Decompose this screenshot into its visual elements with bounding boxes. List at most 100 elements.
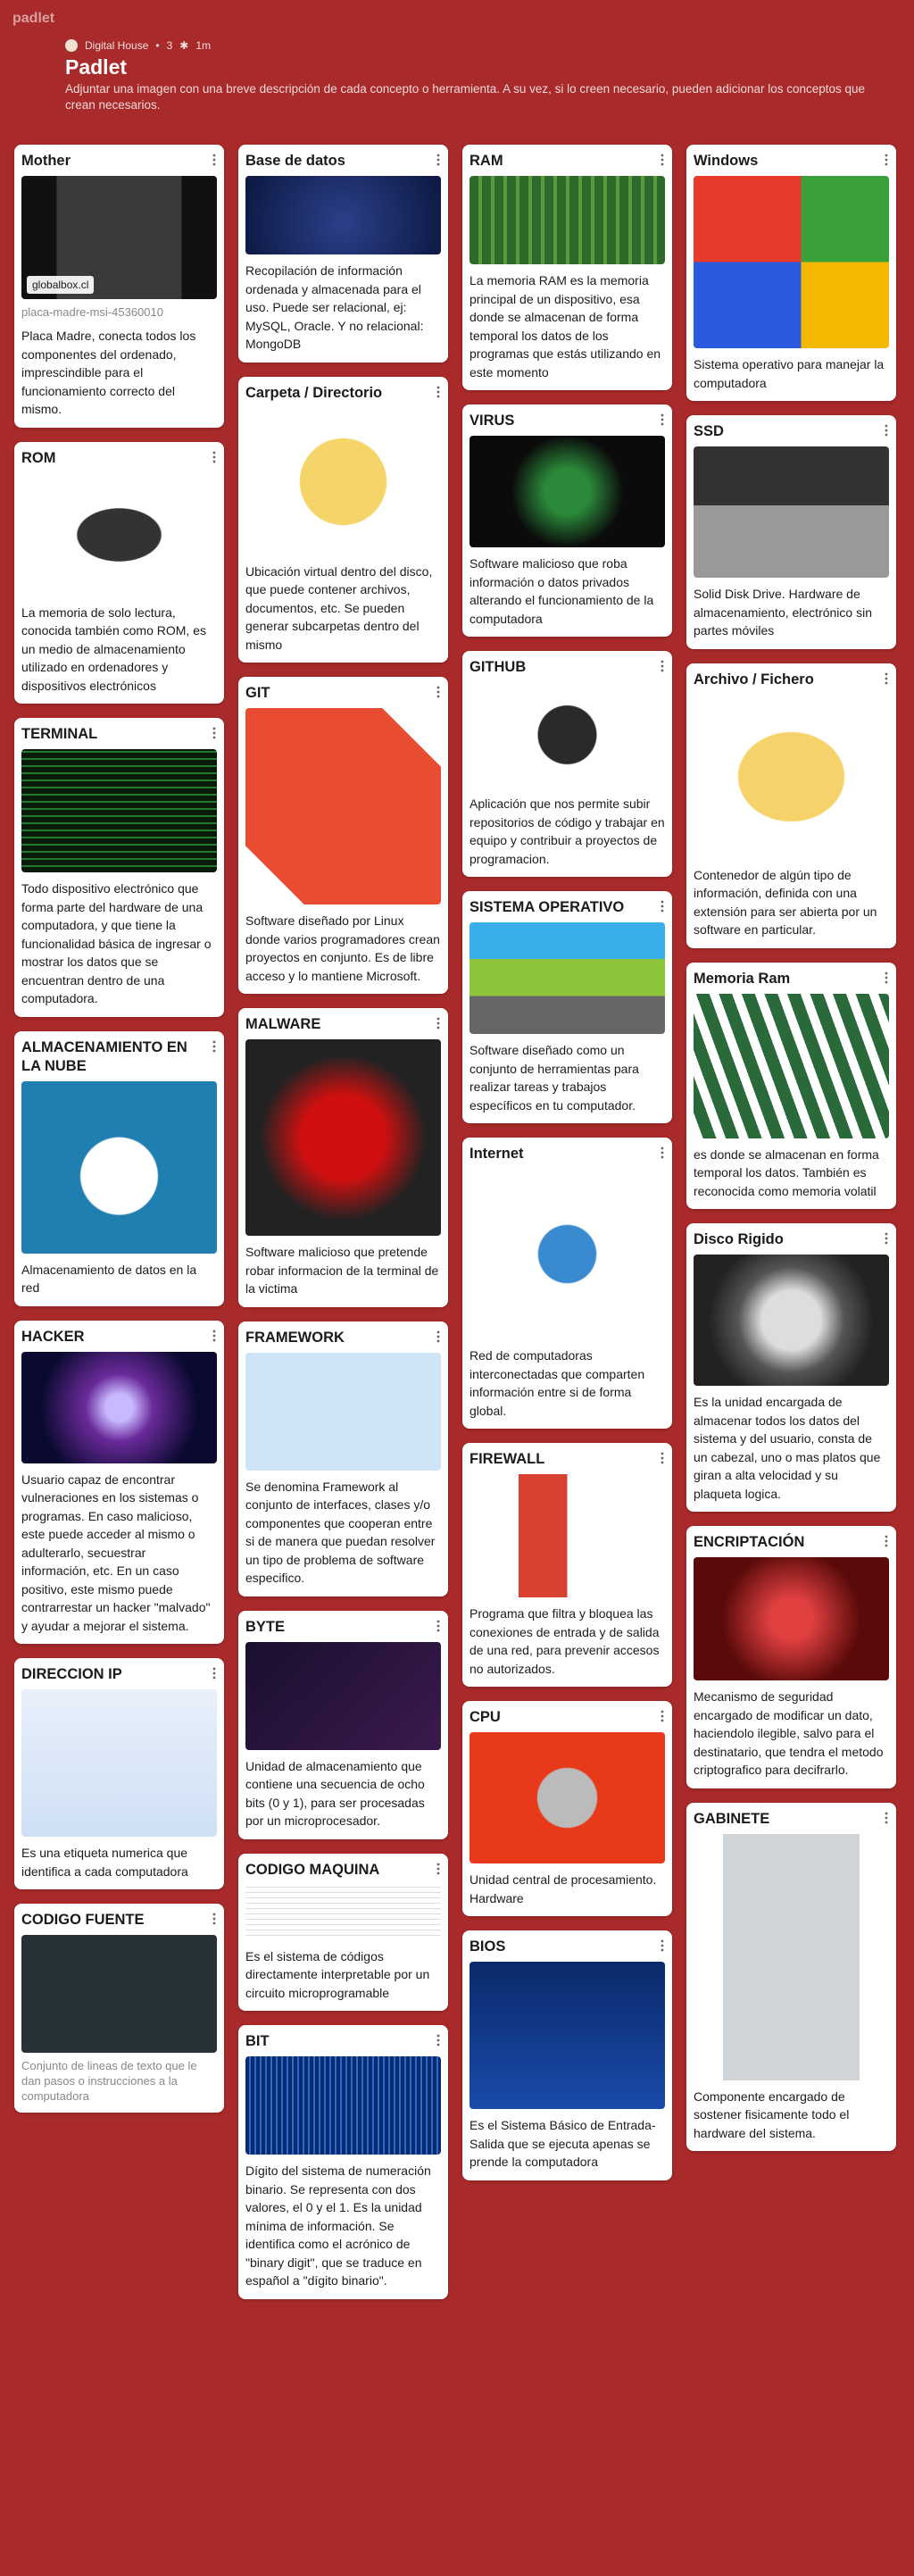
post-card[interactable]: RAM La memoria RAM es la memoria principa…: [462, 145, 672, 390]
post-image[interactable]: [21, 1935, 217, 2053]
post-card[interactable]: CODIGO MAQUINA Es el sistema de códigos d…: [238, 1853, 448, 2011]
post-menu[interactable]: [212, 1040, 217, 1053]
post-card[interactable]: GITHUB Aplicación que nos permite subir r…: [462, 651, 672, 877]
post-title: HACKER: [21, 1328, 85, 1345]
post-image[interactable]: globalbox.cl: [21, 176, 217, 299]
post-menu[interactable]: [884, 1232, 889, 1245]
post-menu[interactable]: [212, 727, 217, 739]
post-text: La memoria RAM es la memoria principal d…: [469, 273, 661, 379]
post-image[interactable]: [694, 1557, 889, 1680]
post-card[interactable]: BIOS Es el Sistema Básico de Entrada-Sali…: [462, 1930, 672, 2180]
post-menu[interactable]: [212, 1330, 217, 1342]
post-menu[interactable]: [436, 686, 441, 698]
post-card[interactable]: ROM La memoria de solo lectura, conocida …: [14, 441, 224, 704]
link-source[interactable]: globalbox.cl: [27, 276, 95, 294]
post-card[interactable]: ENCRIPTACIÓN Mecanismo de seguridad encar…: [686, 1526, 896, 1788]
post-text: Almacenamiento de datos en la red: [21, 1262, 197, 1296]
post-image[interactable]: [694, 1255, 889, 1386]
post-image[interactable]: [245, 2056, 441, 2155]
post-menu[interactable]: [660, 900, 665, 913]
post-card[interactable]: FIREWALL Programa que filtra y bloquea la…: [462, 1443, 672, 1687]
post-card[interactable]: SSD Solid Disk Drive. Hardware de almacen…: [686, 415, 896, 649]
post-menu[interactable]: [884, 971, 889, 984]
post-menu[interactable]: [436, 154, 441, 166]
post-image[interactable]: [21, 1351, 217, 1463]
post-caption: Conjunto de lineas de texto que le dan p…: [21, 2059, 197, 2103]
post-image[interactable]: [469, 1169, 665, 1339]
post-card[interactable]: CODIGO FUENTE Conjunto de lineas de texto…: [14, 1904, 224, 2113]
post-title: ROM: [21, 449, 56, 466]
post-menu[interactable]: [660, 413, 665, 426]
post-menu[interactable]: [660, 154, 665, 166]
post-image[interactable]: [21, 1080, 217, 1254]
post-menu[interactable]: [436, 1863, 441, 1875]
post-card[interactable]: FRAMEWORK Se denomina Framework al conjun…: [238, 1321, 448, 1596]
post-image[interactable]: [245, 1884, 441, 1940]
post-image[interactable]: [469, 682, 665, 788]
post-text: Red de computadoras interconectadas que …: [469, 1348, 645, 1418]
post-image[interactable]: [245, 176, 441, 254]
post-image[interactable]: [469, 1962, 665, 2109]
post-image[interactable]: [21, 472, 217, 596]
post-image[interactable]: [694, 176, 889, 348]
post-card[interactable]: SISTEMA OPERATIVO Software diseñado como …: [462, 891, 672, 1123]
post-menu[interactable]: [436, 1017, 441, 1030]
post-card[interactable]: VIRUS Software malicioso que roba informa…: [462, 404, 672, 637]
post-card[interactable]: BIT Dígito del sistema de numeración bina…: [238, 2025, 448, 2299]
post-menu[interactable]: [212, 1667, 217, 1680]
post-menu[interactable]: [884, 154, 889, 166]
post-menu[interactable]: [436, 2034, 441, 2047]
post-card[interactable]: Base de datos Recopilación de información…: [238, 145, 448, 363]
post-card[interactable]: TERMINAL Todo dispositivo electrónico que…: [14, 718, 224, 1017]
post-menu[interactable]: [884, 672, 889, 685]
post-image[interactable]: [21, 749, 217, 872]
post-card[interactable]: Mother globalbox.cl placa-madre-msi-453600…: [14, 145, 224, 428]
post-menu[interactable]: [212, 451, 217, 463]
post-image[interactable]: [245, 1039, 441, 1236]
brand[interactable]: padlet: [12, 11, 55, 26]
post-card[interactable]: GIT Software diseñado por Linux donde var…: [238, 677, 448, 994]
post-card[interactable]: HACKER Usuario capaz de encontrar vulnera…: [14, 1320, 224, 1644]
header: Digital House • 3 ✱ 1m Padlet Adjuntar u…: [65, 39, 868, 113]
post-menu[interactable]: [436, 386, 441, 398]
post-menu[interactable]: [660, 1939, 665, 1952]
post-image[interactable]: [694, 694, 889, 859]
post-menu[interactable]: [884, 1535, 889, 1547]
post-image[interactable]: [469, 1732, 665, 1863]
post-card[interactable]: GABINETE Componente encargado de sostener…: [686, 1802, 896, 2151]
post-card[interactable]: Archivo / Fichero Contenedor de algún tip…: [686, 663, 896, 948]
post-image[interactable]: [469, 176, 665, 264]
post-image[interactable]: [469, 436, 665, 547]
post-image[interactable]: [469, 922, 665, 1034]
post-image[interactable]: [245, 1641, 441, 1750]
post-card[interactable]: DIRECCION IP Es una etiqueta numerica que…: [14, 1658, 224, 1889]
post-card[interactable]: CPU Unidad central de procesamiento. Hard…: [462, 1701, 672, 1916]
post-menu[interactable]: [212, 154, 217, 166]
post-menu[interactable]: [660, 1710, 665, 1722]
post-card[interactable]: MALWARE Software malicioso que pretende r…: [238, 1008, 448, 1307]
post-menu[interactable]: [660, 1146, 665, 1159]
post-menu[interactable]: [436, 1620, 441, 1632]
post-image[interactable]: [245, 407, 441, 555]
post-card[interactable]: BYTE Unidad de almacenamiento que contien…: [238, 1610, 448, 1839]
post-menu[interactable]: [436, 1330, 441, 1343]
post-image[interactable]: [694, 1833, 889, 2080]
post-card[interactable]: ALMACENAMIENTO EN LA NUBE Almacenamiento …: [14, 1030, 224, 1306]
post-menu[interactable]: [660, 1452, 665, 1464]
post-text: Contenedor de algún tipo de información,…: [694, 867, 877, 938]
post-card[interactable]: Internet Red de computadoras interconecta…: [462, 1138, 672, 1429]
post-card[interactable]: Disco Rigido Es la unidad encargada de al…: [686, 1223, 896, 1512]
post-image[interactable]: [245, 708, 441, 905]
post-image[interactable]: [245, 1352, 441, 1471]
post-card[interactable]: Windows Sistema operativo para manejar la…: [686, 145, 896, 401]
post-menu[interactable]: [212, 1913, 217, 1925]
post-image[interactable]: [694, 446, 889, 578]
post-image[interactable]: [21, 1689, 217, 1837]
post-menu[interactable]: [884, 1812, 889, 1824]
post-card[interactable]: Carpeta / Directorio Ubicación virtual de…: [238, 376, 448, 663]
post-card[interactable]: Memoria Ram es donde se almacenan en form…: [686, 962, 896, 1209]
post-menu[interactable]: [660, 660, 665, 672]
post-menu[interactable]: [884, 424, 889, 437]
post-image[interactable]: [469, 1474, 665, 1597]
post-image[interactable]: [694, 993, 889, 1138]
